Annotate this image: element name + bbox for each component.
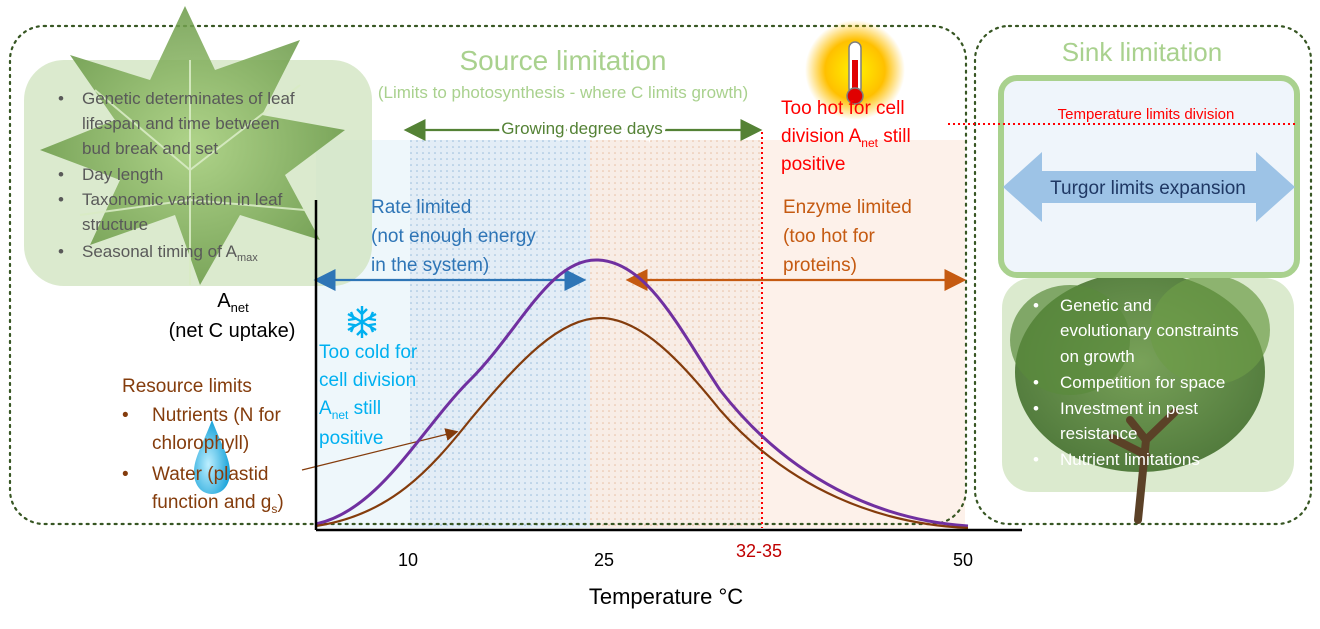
anet-curve-upper	[315, 258, 969, 528]
rate-zone-dots	[410, 140, 590, 528]
source-limitation-subtitle: (Limits to photosynthesis - where C limi…	[378, 83, 748, 102]
tree-bullet-dot: •	[1033, 373, 1039, 392]
sink-limitation-title: Sink limitation	[1062, 37, 1222, 67]
too-cold-line-2: cell division	[319, 370, 416, 391]
leaf-bullet-dot: •	[58, 242, 64, 261]
leaf-bullet-1-line-3: bud break and set	[82, 139, 218, 158]
anet-curve-lower	[315, 316, 969, 530]
turgor-limits-expansion: Turgor limits expansion	[1050, 178, 1246, 199]
x-tick-32-35: 32-35	[736, 541, 782, 561]
leaf-bullet-1-line-2: lifespan and time between	[82, 114, 280, 133]
tree-bullet-dot: •	[1033, 399, 1039, 418]
water-drop-icon	[194, 420, 230, 494]
too-hot-line-1: Too hot for cell	[781, 98, 905, 119]
rate-limited-label: Rate limited (not enough energy in the s…	[371, 197, 536, 276]
leaf-bullet-1-line-1: Genetic determinates of leaf	[82, 89, 295, 108]
enzyme-limited-line-3: proteins)	[783, 255, 857, 276]
leaf-bullet-dot: •	[58, 89, 64, 108]
y-axis-label-uptake: (net C uptake)	[169, 320, 296, 342]
temperature-limits-division: Temperature limits division	[1058, 106, 1235, 123]
resource-bullet-dot: •	[122, 464, 129, 485]
resource-nutrients-line-1: Nutrients (N for	[152, 405, 281, 426]
leaf-bullet-list: • Genetic determinates of leaf lifespan …	[58, 89, 295, 264]
gdd-label: Growing degree days	[501, 119, 663, 138]
rate-limited-line-2: (not enough energy	[371, 226, 536, 247]
leaf-bullet-2: Day length	[82, 165, 163, 184]
enzyme-limited-line-1: Enzyme limited	[783, 197, 912, 218]
tree-bullet-dot: •	[1033, 450, 1039, 469]
too-hot-label: Too hot for cell division Anet still pos…	[781, 98, 911, 175]
too-hot-line-3: positive	[781, 154, 845, 175]
resource-limits-title: Resource limits	[122, 376, 252, 397]
tree-bullet-1-line-1: Genetic and	[1060, 296, 1152, 315]
too-hot-line-2: division Anet still	[781, 126, 911, 150]
x-tick-25: 25	[594, 550, 614, 570]
tree-bullet-3-line-2: resistance	[1060, 424, 1137, 443]
too-cold-line-4: positive	[319, 428, 383, 449]
y-axis-label-anet: Anet	[217, 290, 249, 315]
leaf-bullet-dot: •	[58, 165, 64, 184]
too-cold-line-1: Too cold for	[319, 342, 418, 363]
turgor-double-arrow	[1003, 152, 1295, 222]
tree-bullet-4: Nutrient limitations	[1060, 450, 1200, 469]
resource-water-line-2: function and gs)	[152, 492, 284, 516]
tree-bullet-list: • Genetic and evolutionary constraints o…	[1033, 296, 1239, 469]
resource-limits-list: Resource limits • Nutrients (N for chlor…	[122, 376, 284, 516]
thermometer-sun-icon	[805, 20, 905, 120]
leaf-bullet-4: Seasonal timing of Amax	[82, 242, 258, 264]
too-cold-line-3: Anet still	[319, 398, 381, 422]
transition-zone-dots	[590, 140, 762, 528]
tree-bullet-2: Competition for space	[1060, 373, 1225, 392]
leaf-bullet-dot: •	[58, 190, 64, 209]
tree-illustration	[1002, 272, 1294, 524]
resource-water-line-1: Water (plastid	[152, 464, 269, 485]
water-pointer-arrow	[301, 428, 459, 471]
tree-bullet-1-line-3: on growth	[1060, 347, 1135, 366]
too-cold-label: Too cold for cell division Anet still po…	[319, 342, 418, 449]
leaf-bullet-3-line-1: Taxonomic variation in leaf	[82, 190, 283, 209]
resource-bullet-dot: •	[122, 405, 129, 426]
sink-limitation-box	[973, 24, 1313, 526]
maple-leaf-illustration	[24, 6, 372, 286]
snowflake-icon	[347, 306, 377, 338]
tree-bullet-1-line-2: evolutionary constraints	[1060, 321, 1239, 340]
source-limitation-title: Source limitation	[460, 45, 667, 76]
tree-bullet-dot: •	[1033, 296, 1039, 315]
rate-limited-line-1: Rate limited	[371, 197, 471, 218]
x-tick-10: 10	[398, 550, 418, 570]
enzyme-limited-label: Enzyme limited (too hot for proteins)	[783, 197, 912, 276]
resource-nutrients-line-2: chlorophyll)	[152, 433, 249, 454]
x-axis-title: Temperature °C	[589, 584, 743, 609]
enzyme-limited-line-2: (too hot for	[783, 226, 876, 247]
tree-bullet-3-line-1: Investment in pest	[1060, 399, 1198, 418]
rate-limited-line-3: in the system)	[371, 255, 489, 276]
leaf-bullet-3-line-2: structure	[82, 215, 148, 234]
x-tick-50: 50	[953, 550, 973, 570]
